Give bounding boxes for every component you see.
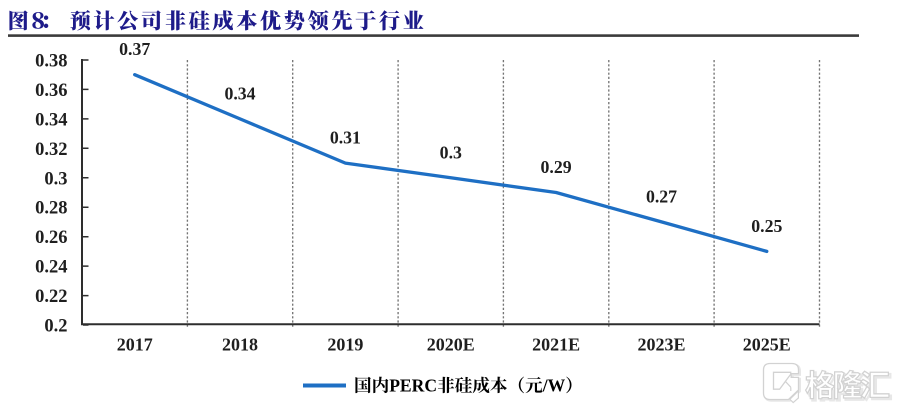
svg-text:0.25: 0.25	[751, 216, 782, 236]
svg-text:0.38: 0.38	[35, 52, 67, 72]
svg-text:0.3: 0.3	[44, 169, 67, 189]
svg-text:0.37: 0.37	[119, 39, 150, 59]
svg-text:0.32: 0.32	[35, 140, 67, 160]
svg-text:2025E: 2025E	[743, 334, 791, 354]
svg-text:0.22: 0.22	[35, 287, 67, 307]
svg-text:/W: /W	[542, 376, 566, 396]
svg-text:0.29: 0.29	[541, 157, 572, 177]
svg-text:2021E: 2021E	[532, 334, 580, 354]
svg-text:2019: 2019	[327, 334, 363, 354]
svg-text:2020E: 2020E	[427, 334, 475, 354]
svg-text:PERC: PERC	[389, 376, 437, 396]
svg-text:0.26: 0.26	[35, 228, 67, 248]
svg-text:0.24: 0.24	[35, 258, 67, 278]
svg-text:0.28: 0.28	[35, 199, 67, 219]
svg-text:2018: 2018	[222, 334, 258, 354]
svg-text:0.2: 0.2	[44, 317, 67, 337]
svg-text:0.27: 0.27	[646, 186, 677, 206]
svg-text:2023E: 2023E	[637, 334, 685, 354]
svg-text:0.3: 0.3	[440, 142, 462, 162]
svg-text:0.34: 0.34	[35, 110, 67, 130]
svg-text:2017: 2017	[117, 334, 153, 354]
svg-text:0.36: 0.36	[35, 81, 67, 101]
svg-text:0.31: 0.31	[330, 128, 361, 148]
svg-text:0.34: 0.34	[224, 83, 255, 103]
